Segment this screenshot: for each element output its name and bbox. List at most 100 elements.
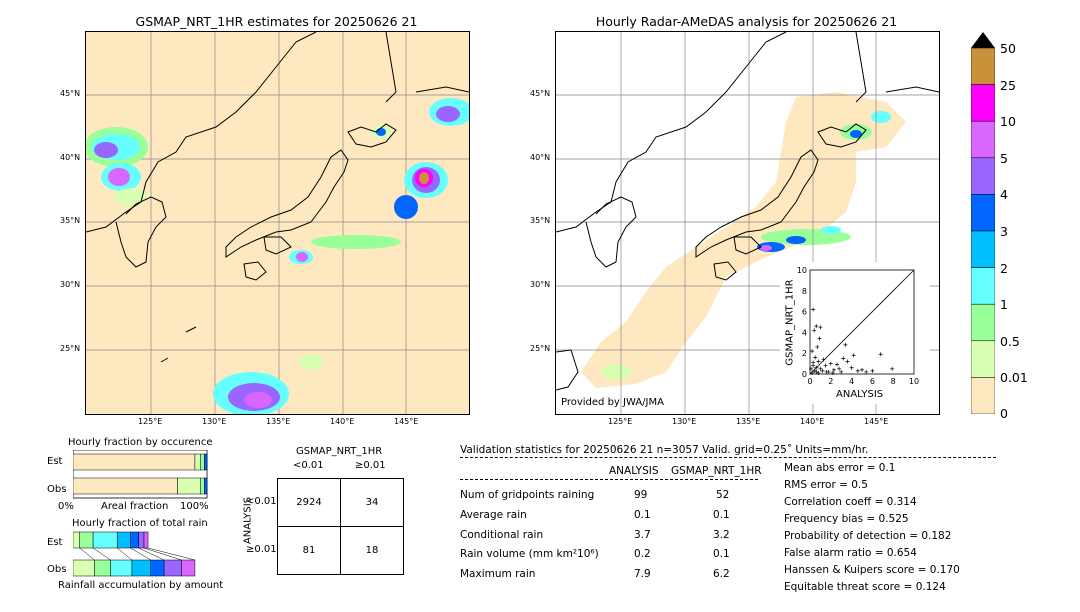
validation-row-gsmap: 3.2 (713, 529, 730, 541)
score-line: Probability of detection = 0.182 (784, 530, 952, 542)
total-rain-connector (130, 547, 151, 561)
right-lat-label: 35°N (530, 216, 551, 225)
scatter-point (843, 342, 848, 347)
total-rain-bar-segment (94, 559, 111, 577)
contingency-col-label: ≥0.01 (355, 460, 386, 471)
contingency-row-label: ≥0.01 (246, 544, 277, 555)
validation-header: Validation statistics for 20250626 21 n=… (460, 444, 869, 456)
colorbar-label: 4 (1000, 187, 1008, 202)
validation-row-label: Maximum rain (460, 568, 536, 580)
colorbar-label: 50 (1000, 41, 1016, 56)
scatter-point (809, 366, 814, 371)
colorbar-label: 0.01 (1000, 370, 1028, 385)
left-lon-label: 125°E (138, 417, 163, 426)
right-lon-label: 135°E (736, 417, 761, 426)
colorbar-label: 1 (1000, 297, 1008, 312)
contingency-cell: 34 (340, 478, 404, 527)
validation-row-label: Average rain (460, 509, 527, 521)
scatter-point (814, 369, 819, 374)
colorbar-segment (970, 340, 996, 378)
scatter-point (878, 352, 883, 357)
scatter-x-tick: 4 (849, 377, 854, 386)
left-map-canvas (86, 32, 469, 414)
scatter-y-tick: 10 (797, 266, 807, 275)
scatter-point (835, 362, 840, 367)
colorbar (970, 32, 996, 415)
contingency-cell: 18 (340, 526, 404, 575)
scatter-point (810, 370, 815, 375)
right-lat-label: 45°N (530, 89, 551, 98)
scatter-y-tick: 0 (802, 370, 807, 379)
colorbar-svg (970, 32, 996, 415)
score-line: Frequency bias = 0.525 (784, 513, 909, 525)
scatter-point (818, 366, 823, 371)
total-rain-title: Hourly fraction of total rain (72, 518, 208, 529)
scatter-point (837, 366, 842, 371)
colorbar-segment (970, 303, 996, 342)
score-line: Correlation coeff = 0.314 (784, 496, 917, 508)
scatter-point (855, 368, 860, 373)
scatter-point (864, 369, 869, 374)
left-lat-label: 45°N (60, 89, 81, 98)
scatter-point (812, 368, 817, 373)
colorbar-label: 0.5 (1000, 334, 1020, 349)
scatter-plot: 00 2 2 4 4 6 6 8 8 10 10 (797, 266, 919, 386)
total-rain-bar-segment (110, 559, 133, 577)
contingency-col-title: GSMAP_NRT_1HR (296, 446, 383, 457)
contingency-table: 2924 34 81 18 (277, 478, 404, 575)
left-lat-label: 40°N (60, 153, 81, 162)
scatter-point (839, 369, 844, 374)
validation-row-label: Rain volume (mm km²10⁶) (460, 548, 599, 560)
left-lat-label: 30°N (60, 280, 81, 289)
validation-row-gsmap: 0.1 (713, 548, 730, 560)
total-rain-bar-segment (131, 559, 151, 577)
right-map-title: Hourly Radar-AMeDAS analysis for 2025062… (595, 14, 898, 29)
colorbar-label: 10 (1000, 114, 1016, 129)
occurrence-row-label: Obs (47, 484, 67, 495)
occurrence-bar-segment (194, 453, 201, 471)
right-lon-label: 125°E (608, 417, 633, 426)
validation-col-gsmap: GSMAP_NRT_1HR (671, 465, 762, 477)
scatter-point (870, 368, 875, 373)
right-lon-label: 130°E (672, 417, 697, 426)
contingency-cell: 2924 (277, 478, 341, 527)
scatter-point (831, 367, 836, 372)
scatter-point (811, 307, 816, 312)
scatter-point (812, 328, 817, 333)
scatter-y-tick: 2 (802, 349, 807, 358)
occurrence-bar-segment (204, 477, 208, 495)
coastlines (556, 32, 939, 391)
scatter-x-tick: 6 (870, 377, 875, 386)
total-rain-bar-segment (181, 559, 196, 577)
validation-row-analysis: 0.2 (634, 548, 651, 560)
colorbar-extend-arrow (971, 32, 995, 48)
validation-row-analysis: 7.9 (634, 568, 651, 580)
score-line: Hanssen & Kuipers score = 0.170 (784, 564, 960, 576)
left-lon-label: 130°E (202, 417, 227, 426)
total-rain-bar-segment (150, 559, 165, 577)
colorbar-segment (970, 194, 996, 232)
right-lon-label: 145°E (864, 417, 889, 426)
analysis-domain (581, 92, 906, 388)
score-line: Equitable threat score = 0.124 (784, 581, 946, 593)
scatter-point (816, 359, 821, 364)
scatter-x-tick: 2 (828, 377, 833, 386)
score-line: Mean abs error = 0.1 (784, 462, 896, 474)
total-rain-bar-segment (116, 531, 131, 549)
colorbar-label: 3 (1000, 224, 1008, 239)
occurrence-axis-right: 100% (180, 501, 209, 512)
coastlines (86, 32, 469, 363)
occurrence-bar-segment (73, 453, 196, 471)
scatter-point (815, 344, 820, 349)
colorbar-segment (970, 267, 996, 305)
occurrence-bar-segment (200, 477, 205, 495)
colorbar-label: 0 (1000, 406, 1008, 421)
scatter-point (890, 366, 895, 371)
score-line: False alarm ratio = 0.654 (784, 547, 917, 559)
total-rain-chart (73, 531, 196, 577)
colorbar-label: 2 (1000, 261, 1008, 276)
occurrence-axis-left: 0% (58, 501, 74, 512)
colorbar-segment (970, 377, 996, 415)
total-rain-connector (79, 547, 95, 561)
total-rain-bar-segment (163, 559, 182, 577)
